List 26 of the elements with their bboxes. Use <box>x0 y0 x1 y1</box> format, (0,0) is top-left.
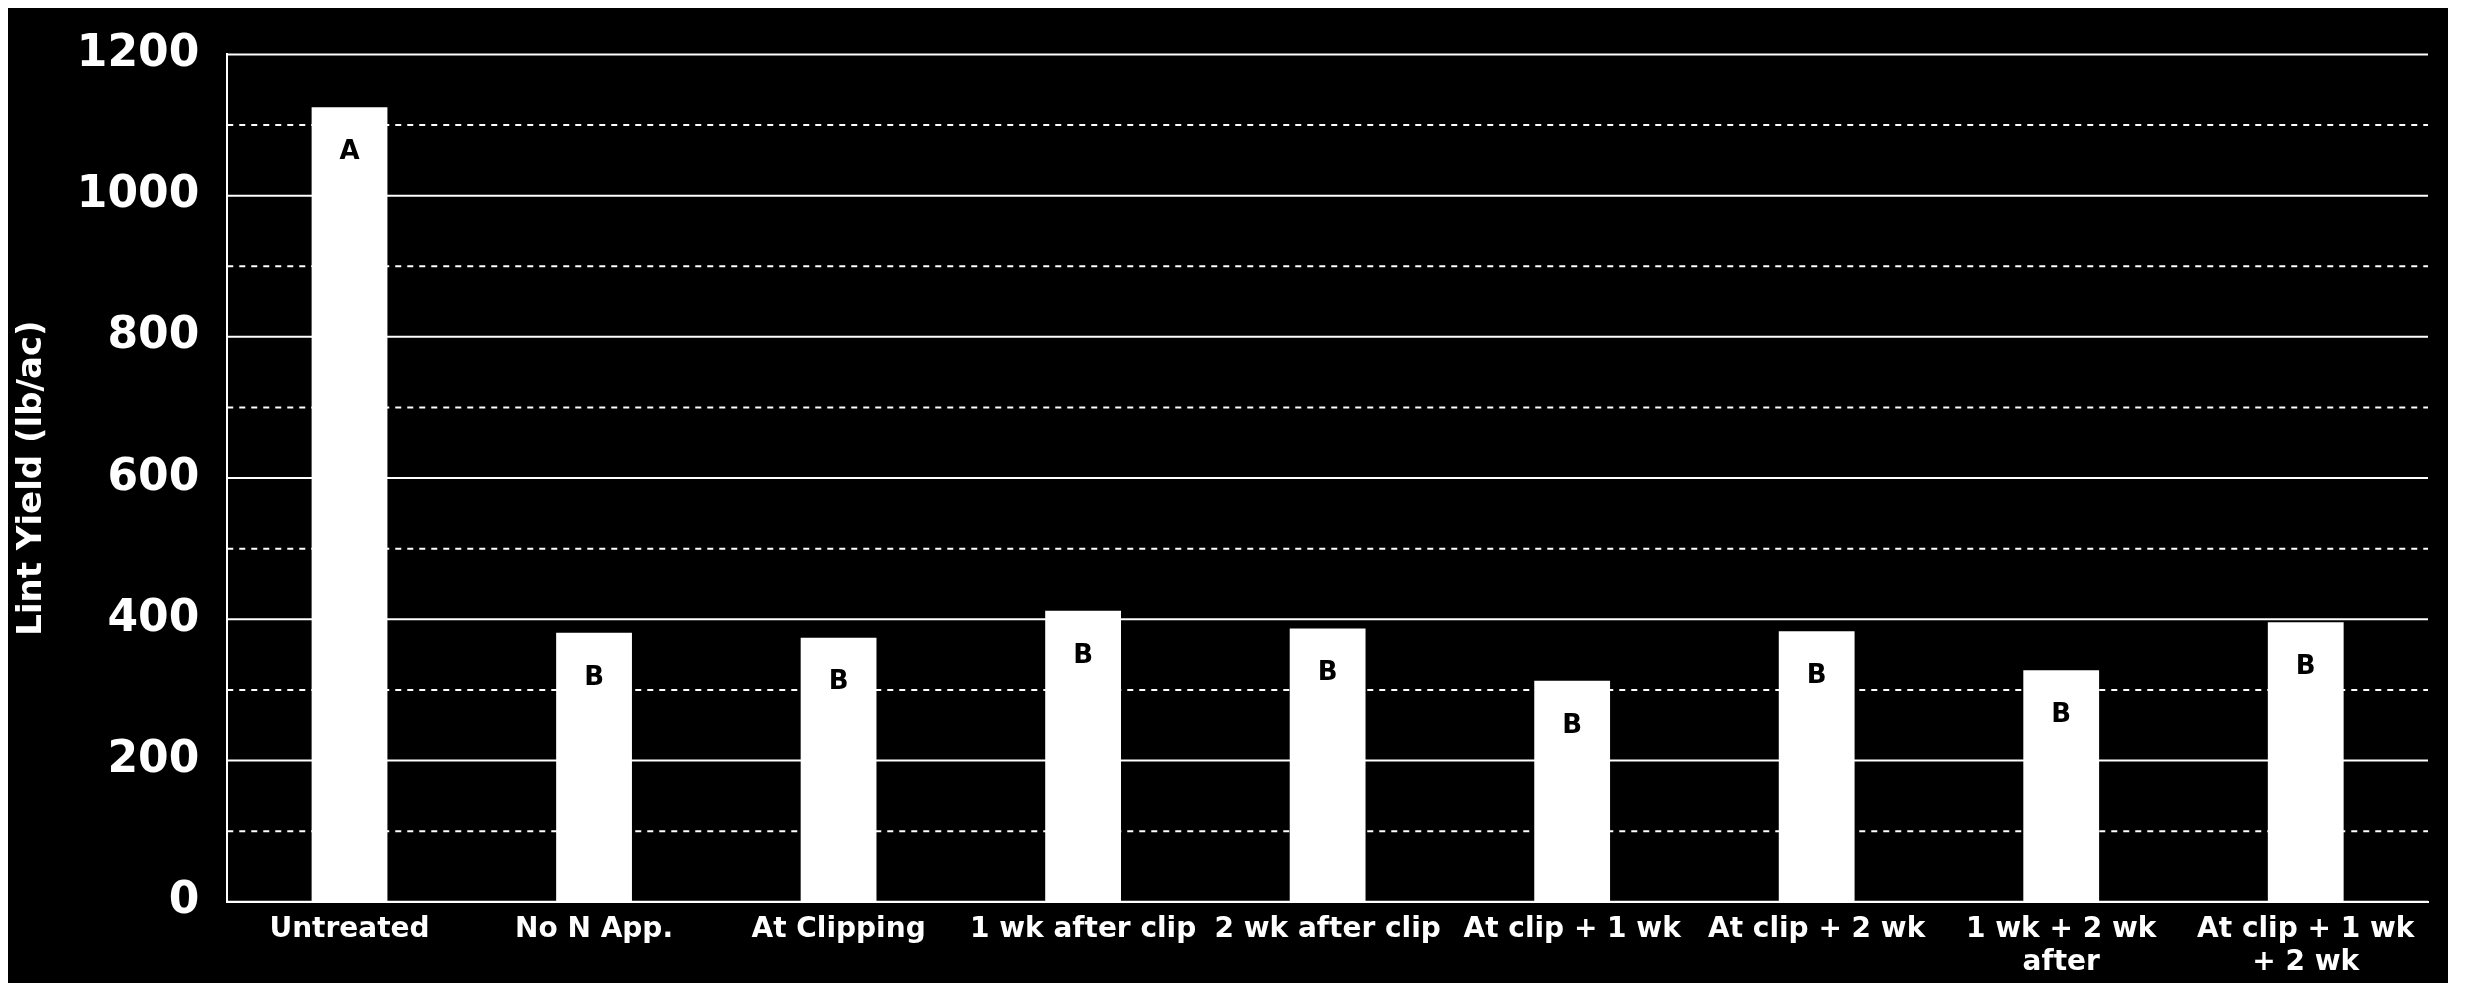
y-tick-label: 600 <box>107 448 200 500</box>
x-tick-label: At clip + 1 wk + 2 wk <box>2197 910 2416 978</box>
y-tick-label: 1200 <box>76 24 200 76</box>
annotation: B <box>828 665 849 696</box>
y-axis-title: Lint Yield (lb/ac) <box>9 320 50 636</box>
annotation: B <box>2051 697 2072 728</box>
x-tick-label: At clip + 2 wk <box>1708 910 1927 944</box>
y-tick-label: 400 <box>107 589 200 641</box>
annotation: B <box>2295 649 2316 680</box>
annotation: B <box>1806 659 1827 690</box>
x-tick-label: Untreated <box>269 910 430 944</box>
annotation: B <box>1317 656 1338 687</box>
x-tick-label: 1 wk after clip <box>969 910 1197 944</box>
annotation: B <box>584 660 604 691</box>
annotation: A <box>339 135 360 166</box>
x-tick-label: 1 wk + 2 wk after <box>1966 910 2158 978</box>
x-tick-label: No N App. <box>515 910 674 944</box>
annotation: B <box>1562 708 1583 739</box>
x-tick-label: 2 wk after clip <box>1214 910 1441 944</box>
y-tick-label: 800 <box>107 307 200 359</box>
annotation: B <box>1073 638 1094 669</box>
y-tick-label: 0 <box>168 872 200 924</box>
y-tick-label: 1000 <box>76 166 200 218</box>
x-tick-label: At clip + 1 wk <box>1463 910 1683 944</box>
x-tick-label: At Clipping <box>751 910 926 944</box>
y-tick-label: 200 <box>107 731 200 782</box>
